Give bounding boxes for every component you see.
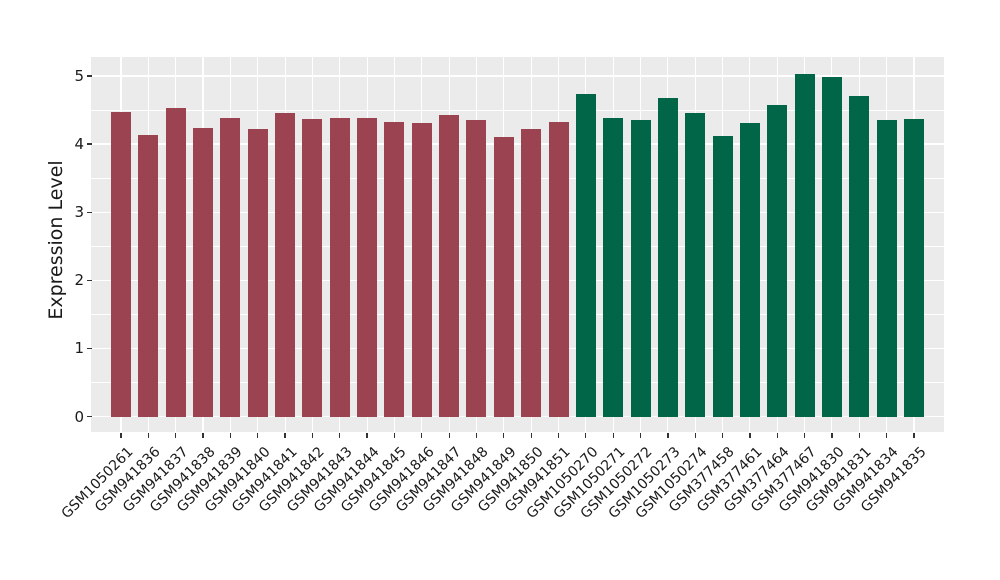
x-tick-mark [557,433,560,438]
y-tick-mark [87,415,92,418]
bar [411,123,432,417]
gridline-major-horizontal [91,415,944,418]
x-tick-mark [175,433,177,438]
x-tick-mark [120,433,122,438]
gridline-major-horizontal [91,75,944,77]
gridline-minor-horizontal [91,382,944,383]
gridline-minor-horizontal [91,109,944,111]
bar [275,112,296,417]
bar [849,96,870,417]
y-axis-title: Expression Level [45,160,67,320]
y-tick-label: 2 [74,271,84,290]
gridline-major-horizontal [91,143,944,145]
bar [767,105,788,417]
bar [439,114,460,417]
bar [247,129,268,417]
x-tick-mark [202,433,204,438]
gridline-minor-horizontal [91,245,944,247]
bar [329,118,350,417]
gridline-major-horizontal [91,211,944,213]
x-tick-mark [721,433,724,438]
x-tick-mark [421,433,423,438]
gridline-major-horizontal [91,347,944,350]
plot-panel [91,57,944,432]
x-tick-mark [639,433,642,438]
x-tick-mark [229,433,232,438]
bar [712,135,733,417]
x-tick-mark [393,433,396,438]
x-tick-mark [803,433,806,438]
x-tick-mark [776,433,778,438]
bar [685,113,706,417]
y-tick-mark [87,75,92,77]
y-tick-label: 0 [74,407,84,426]
x-tick-mark [885,433,888,438]
y-tick-label: 3 [74,203,84,222]
bar [794,73,815,417]
x-tick-mark [339,433,341,438]
bar [521,129,542,417]
bar [193,128,214,417]
gridline-major-horizontal [91,279,944,281]
bar [876,120,897,417]
x-tick-mark [858,433,860,438]
bar [165,108,186,417]
bar [302,118,323,417]
bar [739,123,760,417]
bar [466,120,487,417]
gridline-minor-horizontal [91,177,944,179]
y-tick-mark [87,347,92,350]
x-tick-mark [831,433,833,438]
x-tick-mark [913,433,915,438]
y-tick-label: 4 [74,135,84,154]
bar [220,118,241,417]
y-tick-mark [87,211,92,213]
bar [657,97,678,417]
bar [603,118,624,417]
bar [903,118,924,417]
bar [630,119,651,417]
x-tick-mark [311,433,314,438]
y-tick-mark [87,279,92,281]
x-tick-mark [530,433,532,438]
x-tick-mark [147,433,150,438]
x-tick-mark [667,433,669,438]
x-tick-mark [694,433,696,438]
bar [357,118,378,417]
bar [575,93,596,417]
x-tick-mark [749,433,751,438]
x-tick-mark [448,433,450,438]
y-tick-mark [87,143,92,145]
bar [384,121,405,417]
bar [821,76,842,417]
gridline-minor-horizontal [91,314,944,315]
bar [548,122,569,417]
x-tick-mark [612,433,614,438]
x-tick-mark [366,433,368,438]
bar [138,135,159,417]
x-tick-mark [257,433,259,438]
x-tick-mark [475,433,478,438]
bar [493,136,514,417]
x-tick-mark [284,433,286,438]
y-tick-label: 1 [74,339,84,358]
y-tick-label: 5 [74,67,84,85]
bar [111,112,132,417]
x-tick-mark [503,433,505,438]
x-tick-mark [585,433,587,438]
